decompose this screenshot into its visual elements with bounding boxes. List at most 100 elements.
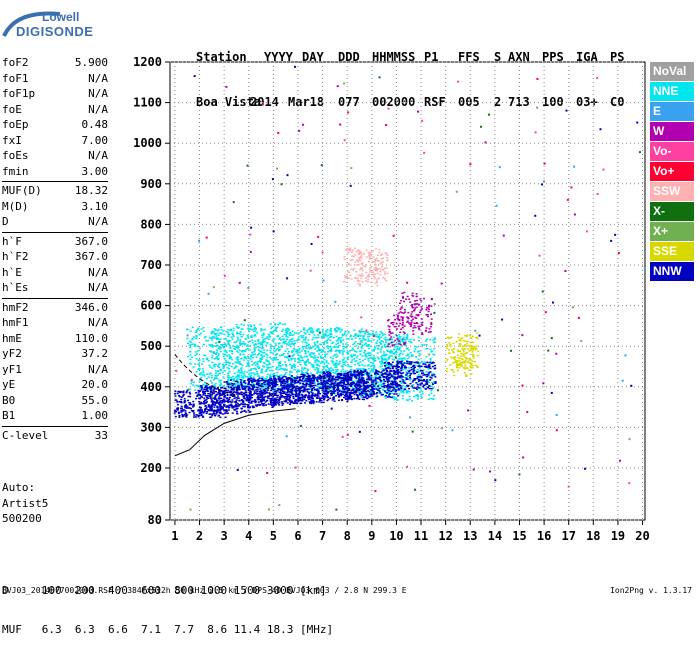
echo-point [316, 385, 318, 387]
echo-point [211, 407, 213, 409]
echo-point [243, 392, 245, 394]
echo-point [186, 406, 188, 408]
echo-point [380, 351, 382, 353]
echo-point [406, 348, 408, 350]
echo-point [200, 333, 202, 335]
echo-point [393, 393, 395, 395]
echo-point [365, 353, 367, 355]
echo-point [220, 351, 222, 353]
echo-point [306, 356, 308, 358]
echo-point [328, 368, 330, 370]
echo-point [323, 376, 325, 378]
echo-point [260, 330, 262, 332]
echo-point [327, 392, 329, 394]
echo-point [425, 327, 427, 329]
echo-point [291, 367, 293, 369]
echo-point [348, 396, 350, 398]
echo-point [210, 391, 212, 393]
y-tick-label: 200 [140, 461, 162, 475]
echo-point [278, 363, 280, 365]
echo-point [418, 365, 420, 367]
echo-point [426, 339, 428, 341]
echo-point [386, 376, 388, 378]
echo-point [409, 398, 411, 400]
echo-point [258, 353, 260, 355]
echo-point [319, 393, 321, 395]
echo-point [237, 337, 239, 339]
echo-point [273, 373, 275, 375]
echo-point [342, 387, 344, 389]
echo-point [306, 389, 308, 391]
echo-point [273, 400, 275, 402]
echo-point [284, 361, 286, 363]
echo-point [197, 410, 199, 412]
echo-point [361, 346, 363, 348]
echo-point [266, 364, 268, 366]
echo-point [318, 383, 320, 385]
echo-point [353, 329, 355, 331]
echo-point [253, 362, 255, 364]
echo-point [331, 343, 333, 345]
echo-point [223, 405, 225, 407]
echo-point [200, 377, 202, 379]
echo-point [248, 386, 250, 388]
echo-point [281, 336, 283, 338]
echo-point [210, 405, 212, 407]
echo-point [304, 388, 306, 390]
echo-point [278, 365, 280, 367]
echo-point [177, 409, 179, 411]
echo-point [211, 346, 213, 348]
echo-point [355, 391, 357, 393]
echo-point [330, 386, 332, 388]
echo-point [346, 398, 348, 400]
echo-point [366, 371, 368, 373]
echo-point [288, 342, 290, 344]
echo-point [281, 401, 283, 403]
echo-point [174, 411, 176, 413]
echo-point [320, 380, 322, 382]
echo-point [245, 390, 247, 392]
echo-point [418, 380, 420, 382]
echo-point [198, 415, 200, 417]
echo-point [331, 379, 333, 381]
echo-point [418, 359, 420, 361]
echo-point [395, 391, 397, 393]
echo-point [342, 346, 344, 348]
echo-point [426, 344, 428, 346]
echo-point [408, 388, 410, 390]
echo-point [206, 413, 208, 415]
echo-point [242, 406, 244, 408]
echo-point [309, 354, 311, 356]
echo-point [244, 375, 246, 377]
echo-point [206, 373, 208, 375]
echo-point [367, 387, 369, 389]
echo-point [211, 415, 213, 417]
echo-point [403, 334, 405, 336]
echo-point [365, 342, 367, 344]
echo-point [386, 374, 388, 376]
echo-point [397, 346, 399, 348]
echo-point [411, 304, 413, 306]
echo-point [402, 327, 404, 329]
echo-point [208, 406, 210, 408]
echo-point [261, 356, 263, 358]
echo-point [200, 402, 202, 404]
echo-point [203, 393, 205, 395]
echo-point [227, 390, 229, 392]
echo-point [232, 363, 234, 365]
echo-point [227, 332, 229, 334]
x-tick-label: 13 [463, 529, 477, 543]
echo-point [221, 402, 223, 404]
echo-point [248, 399, 250, 401]
echo-point [217, 402, 219, 404]
echo-point [273, 382, 275, 384]
echo-point [400, 350, 402, 352]
echo-point [211, 338, 213, 340]
echo-point [185, 392, 187, 394]
echo-point [242, 388, 244, 390]
echo-point [270, 380, 272, 382]
echo-point [386, 392, 388, 394]
echo-point [254, 347, 256, 349]
echo-point [211, 400, 213, 402]
echo-point [243, 410, 245, 412]
